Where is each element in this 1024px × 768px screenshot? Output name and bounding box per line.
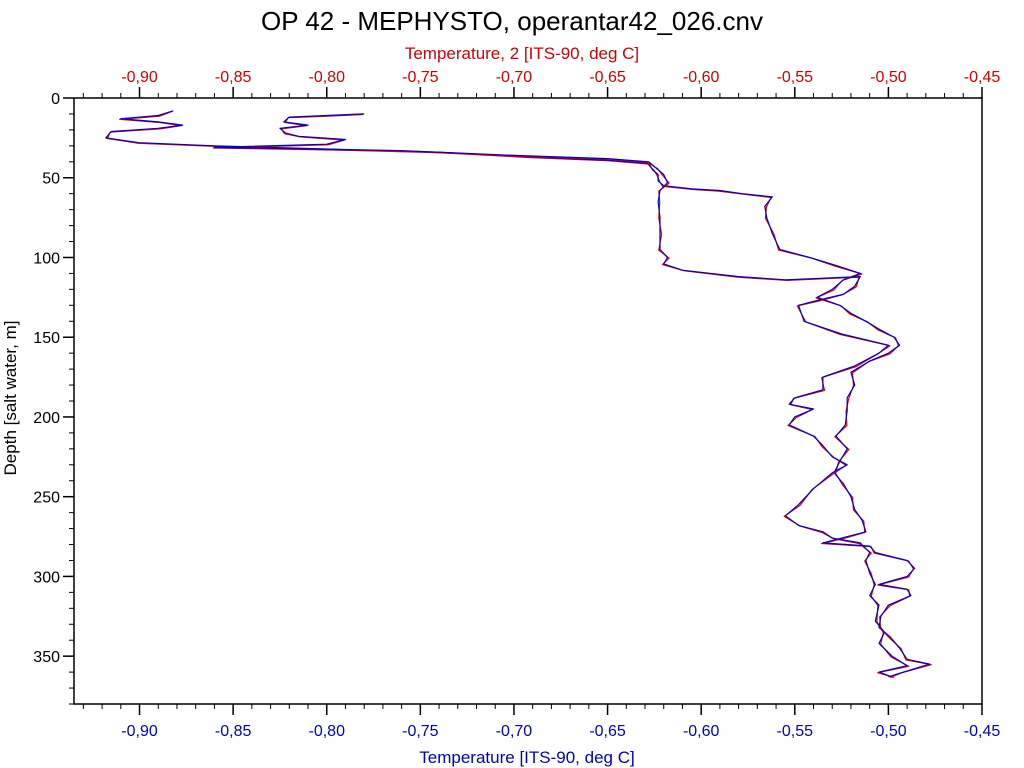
x-tick-label: -0,80	[309, 723, 346, 740]
x-tick-label: -0,75	[402, 723, 439, 740]
axis-ticks: -0,90 -0,90 -0,85 -0,85 -0,80 -0,80 -0,75 -0,75…	[33, 69, 1000, 740]
y-tick-label: 200	[33, 410, 60, 427]
bottom-axis-label: Temperature [ITS-90, deg C]	[419, 748, 634, 767]
y-tick-label: 250	[33, 490, 60, 507]
x2-tick-label: -0,65	[589, 69, 626, 86]
y-tick-label: 350	[33, 649, 60, 666]
x2-tick-label: -0,80	[309, 69, 346, 86]
y-tick-label: 0	[51, 91, 60, 108]
series-2-sensor2-line	[212, 113, 910, 679]
x-tick-label: -0,65	[589, 723, 626, 740]
x2-tick-label: -0,50	[870, 69, 907, 86]
plot-area	[73, 97, 983, 705]
series-2-sensor1-line	[213, 113, 908, 678]
x2-tick-label: -0,85	[215, 69, 252, 86]
x2-tick-label: -0,60	[683, 69, 720, 86]
x-tick-label: -0,90	[121, 723, 158, 740]
x-tick-label: -0,70	[496, 723, 533, 740]
y-tick-label: 150	[33, 330, 60, 347]
top-axis-label: Temperature, 2 [ITS-90, deg C]	[405, 44, 639, 63]
x-tick-label: -0,55	[777, 723, 814, 740]
series-1-sensor1-line	[105, 110, 931, 678]
y-tick-label: 100	[33, 250, 60, 267]
x-tick-label: -0,85	[215, 723, 252, 740]
x-tick-label: -0,45	[964, 723, 1001, 740]
y-tick-label: 50	[42, 171, 60, 188]
y-tick-label: 300	[33, 569, 60, 586]
x-tick-label: -0,50	[870, 723, 907, 740]
chart-title: OP 42 - MEPHYSTO, operantar42_026.cnv	[261, 6, 763, 36]
x-tick-label: -0,60	[683, 723, 720, 740]
x2-tick-label: -0,45	[964, 69, 1001, 86]
x2-tick-label: -0,70	[496, 69, 533, 86]
x2-tick-label: -0,90	[121, 69, 158, 86]
x2-tick-label: -0,75	[402, 69, 439, 86]
y-axis-label: Depth [salt water, m]	[1, 321, 20, 476]
series-layer	[105, 110, 932, 679]
x2-tick-label: -0,55	[777, 69, 814, 86]
